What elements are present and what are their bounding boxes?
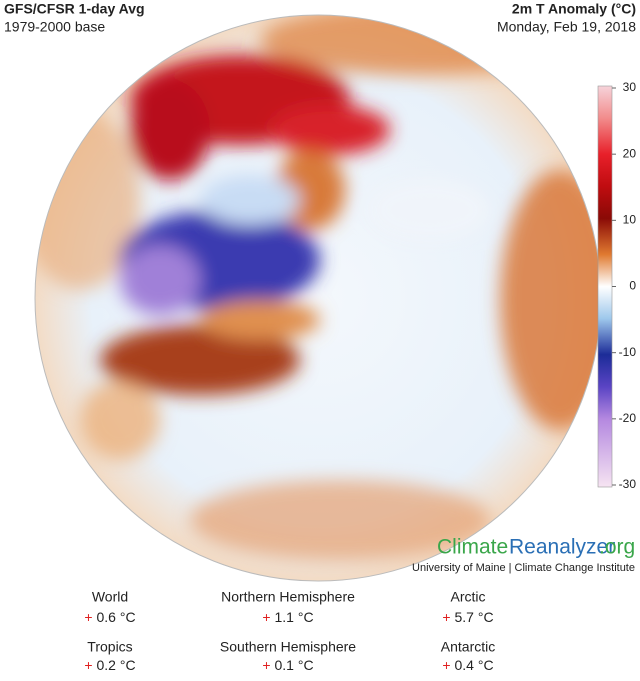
stat-label: Northern Hemisphere: [221, 589, 355, 605]
stat-label: Southern Hemisphere: [220, 639, 356, 655]
colorbar-tick-label: -30: [619, 477, 637, 491]
colorbar-tick-label: 0: [629, 279, 636, 293]
stat-value: + 5.7 °C: [442, 609, 493, 625]
colorbar-tick-label: 30: [623, 80, 637, 94]
stat-value: + 0.2 °C: [84, 657, 135, 673]
date: Monday, Feb 19, 2018: [497, 19, 636, 35]
stat-value: + 0.6 °C: [84, 609, 135, 625]
stat-sign: +: [84, 609, 92, 625]
title: GFS/CFSR 1-day Avg: [4, 1, 145, 17]
stat-sign: +: [262, 609, 270, 625]
stat-value: + 0.1 °C: [262, 657, 313, 673]
stat-label: Tropics: [87, 639, 132, 655]
stat-label: Antarctic: [441, 639, 495, 655]
stat-number: 1.1 °C: [275, 609, 314, 625]
stat-sign: +: [442, 609, 450, 625]
stat-sign: +: [84, 657, 92, 673]
stat-label: Arctic: [451, 589, 486, 605]
globe: [34, 14, 602, 582]
colorbar: 30 20 10 0 -10 -20 -30: [597, 80, 637, 491]
logo-tagline: University of Maine | Climate Change Ins…: [412, 562, 635, 574]
stat-sign: +: [442, 657, 450, 673]
logo-part: Climate: [437, 536, 508, 559]
colorbar-tick-label: 10: [623, 213, 637, 227]
stat-number: 0.2 °C: [97, 657, 136, 673]
logo-part: Reanalyzer: [509, 536, 615, 559]
stat-sign: +: [262, 657, 270, 673]
colorbar-tick-label: -20: [619, 411, 637, 425]
stat-number: 5.7 °C: [455, 609, 494, 625]
stat-number: 0.4 °C: [455, 657, 494, 673]
colorbar-tick-label: 20: [623, 146, 637, 160]
stat-value: + 1.1 °C: [262, 609, 313, 625]
stat-value: + 0.4 °C: [442, 657, 493, 673]
logo-part: .org: [599, 536, 635, 559]
subtitle: 1979-2000 base: [4, 19, 105, 35]
stat-label: World: [92, 589, 128, 605]
colorbar-tick-label: -10: [619, 345, 637, 359]
logo: Climate Reanalyzer .org University of Ma…: [412, 536, 635, 574]
stat-number: 0.1 °C: [275, 657, 314, 673]
variable: 2m T Anomaly (°C): [512, 1, 636, 17]
stat-number: 0.6 °C: [97, 609, 136, 625]
